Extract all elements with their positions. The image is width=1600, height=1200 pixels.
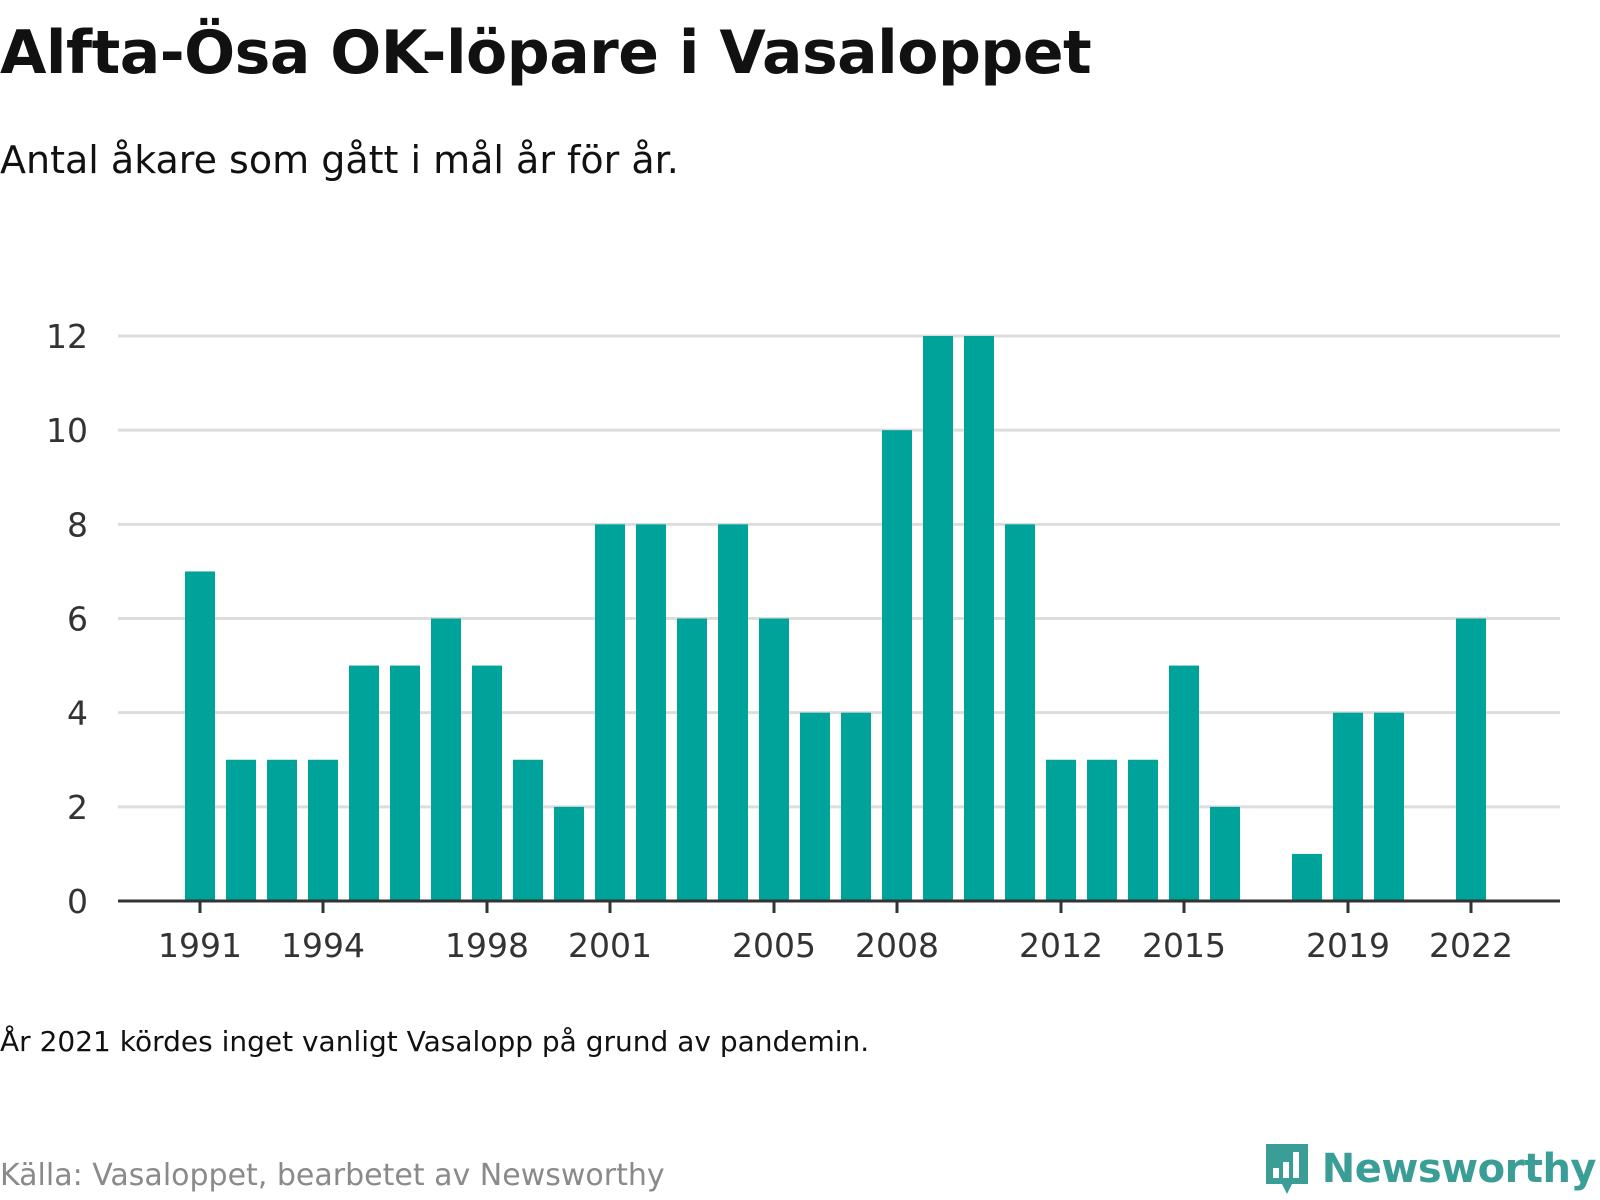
- chart-note: År 2021 kördes inget vanligt Vasalopp på…: [0, 1025, 870, 1058]
- bar: [1087, 759, 1117, 901]
- bar: [923, 336, 953, 901]
- bar: [513, 759, 543, 901]
- bar: [1169, 665, 1199, 901]
- bar: [1292, 853, 1322, 901]
- bar: [390, 665, 420, 901]
- bar: [800, 712, 830, 901]
- bar: [1456, 618, 1486, 901]
- bar: [1333, 712, 1363, 901]
- logo-text: Newsworthy: [1321, 1146, 1597, 1192]
- bar: [636, 524, 666, 901]
- bar: [1374, 712, 1404, 901]
- bar: [718, 524, 748, 901]
- bar: [267, 759, 297, 901]
- x-tick-label: 2008: [855, 926, 939, 965]
- y-tick-label: 4: [67, 694, 88, 733]
- x-tick-label: 2001: [568, 926, 652, 965]
- y-tick-label: 6: [67, 600, 88, 639]
- x-tick-label: 2019: [1306, 926, 1390, 965]
- source-text: Källa: Vasaloppet, bearbetet av Newswort…: [0, 1158, 665, 1193]
- x-tick-label: 2005: [732, 926, 816, 965]
- bar: [554, 806, 584, 901]
- x-tick-label: 1991: [158, 926, 242, 965]
- newsworthy-logo[interactable]: Newsworthy: [1262, 1140, 1597, 1198]
- y-tick-label: 0: [67, 882, 88, 921]
- y-tick-label: 2: [67, 788, 88, 827]
- bar: [226, 759, 256, 901]
- x-tick-label: 1994: [281, 926, 365, 965]
- bar-chart-speech-bubble-icon: [1265, 1144, 1308, 1194]
- bar: [1046, 759, 1076, 901]
- bar: [185, 571, 215, 901]
- bar: [308, 759, 338, 901]
- y-tick-label: 12: [46, 317, 88, 356]
- x-tick-label: 1998: [445, 926, 529, 965]
- bar: [1210, 806, 1240, 901]
- bar: [1005, 524, 1035, 901]
- bar: [882, 430, 912, 901]
- x-tick-label: 2022: [1429, 926, 1513, 965]
- bar: [472, 665, 502, 901]
- bar: [677, 618, 707, 901]
- bar: [1128, 759, 1158, 901]
- bar-chart: 0 2 4 6 8 10 12 1991 1994 1998 2001 2005 2008 2012 201…: [46, 317, 1560, 965]
- bar: [964, 336, 994, 901]
- x-tick-label: 2012: [1019, 926, 1103, 965]
- x-tick-label: 2015: [1142, 926, 1226, 965]
- y-tick-label: 8: [67, 505, 88, 544]
- y-tick-label: 10: [46, 411, 88, 450]
- bar: [431, 618, 461, 901]
- chart-title: Alfta-Ösa OK-löpare i Vasaloppet: [0, 18, 1092, 88]
- bar: [841, 712, 871, 901]
- bar: [349, 665, 379, 901]
- chart-subtitle: Antal åkare som gått i mål år för år.: [0, 138, 679, 182]
- bar: [759, 618, 789, 901]
- bar: [595, 524, 625, 901]
